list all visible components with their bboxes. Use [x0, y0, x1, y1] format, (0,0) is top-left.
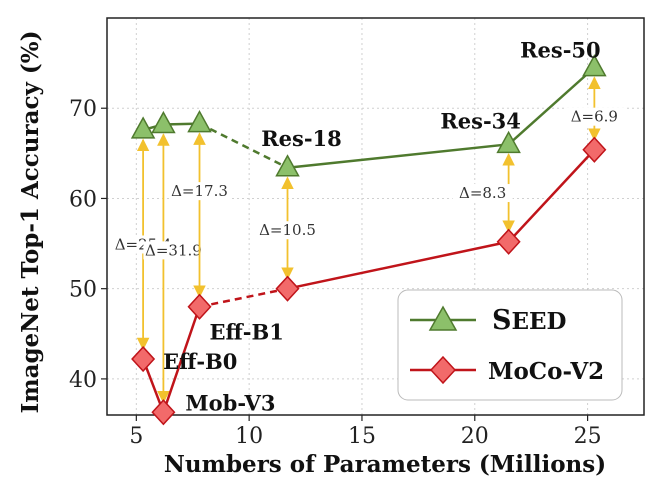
point-label: Eff-B0 [163, 349, 237, 374]
seed-point [582, 54, 607, 77]
series-segment-seed [287, 143, 509, 170]
point-labels: Res-50 Res-34 Res-18 Eff-B1 Eff-B0 Mob-V3 [163, 38, 601, 416]
delta-label: Δ=17.3 [171, 182, 228, 200]
moco-point [582, 136, 607, 163]
seed-point [130, 116, 156, 139]
point-label: Eff-B1 [210, 320, 284, 345]
x-axis-ticks: 5 10 15 20 25 [129, 415, 602, 449]
delta-label: Δ=10.5 [259, 221, 316, 239]
delta-label-bg [564, 107, 625, 126]
delta-label-bg [257, 221, 318, 240]
y-tick-label: 60 [69, 187, 97, 212]
legend-moco-marker [429, 355, 457, 385]
delta-annotations: Δ=25.4Δ=31.9Δ=17.3Δ=10.5Δ=8.3Δ=6.9 [113, 76, 625, 404]
plot-frame [106, 17, 645, 416]
legend-seed-label: SEED [492, 305, 567, 336]
legend-seed-rest: EED [512, 308, 567, 335]
moco-point [187, 293, 212, 320]
series-segment-seed [507, 66, 596, 146]
series-segment-moco [287, 240, 509, 290]
delta-label-bg [143, 241, 204, 260]
legend: SEED MoCo-V2 [397, 289, 623, 401]
series-segment-moco [507, 148, 596, 243]
y-tick-label: 50 [69, 278, 97, 303]
point-label: Res-34 [440, 108, 521, 133]
seed-point [496, 130, 521, 154]
point-label: Res-50 [520, 38, 601, 63]
moco-point [275, 275, 300, 302]
series-segment-moco [162, 306, 201, 413]
moco-point [131, 345, 156, 373]
y-tick-label: 40 [69, 368, 97, 393]
delta-label: Δ=8.3 [459, 184, 506, 202]
point-label: Res-18 [261, 126, 342, 151]
y-axis-title: ImageNet Top-1 Accuracy (%) [17, 30, 44, 413]
series-segment-seed [198, 122, 289, 169]
seed-point [187, 110, 212, 133]
moco-point [496, 228, 521, 255]
x-axis-title: Numbers of Parameters (Millions) [164, 451, 606, 478]
y-tick-label: 70 [69, 97, 97, 122]
x-tick-label: 15 [348, 424, 376, 449]
x-tick-label: 25 [574, 424, 602, 449]
series-segment-moco [199, 287, 288, 308]
delta-label-bg [452, 184, 513, 203]
delta-label-bg [169, 182, 230, 201]
legend-box [397, 289, 623, 401]
x-tick-label: 10 [235, 424, 263, 449]
series-layer [130, 54, 607, 426]
moco-point [151, 399, 176, 426]
point-label: Mob-V3 [185, 390, 275, 415]
y-axis-ticks: 40 50 60 70 [69, 97, 107, 393]
seed-point [151, 110, 176, 134]
x-tick-label: 20 [461, 424, 489, 449]
legend-moco-label: MoCo-V2 [488, 358, 604, 385]
legend-seed-first-letter: S [492, 305, 512, 336]
delta-label: Δ=31.9 [145, 241, 202, 259]
delta-label: Δ=6.9 [571, 108, 618, 126]
x-tick-label: 5 [129, 424, 143, 449]
legend-seed-marker [428, 305, 458, 331]
seed-point [275, 154, 300, 177]
